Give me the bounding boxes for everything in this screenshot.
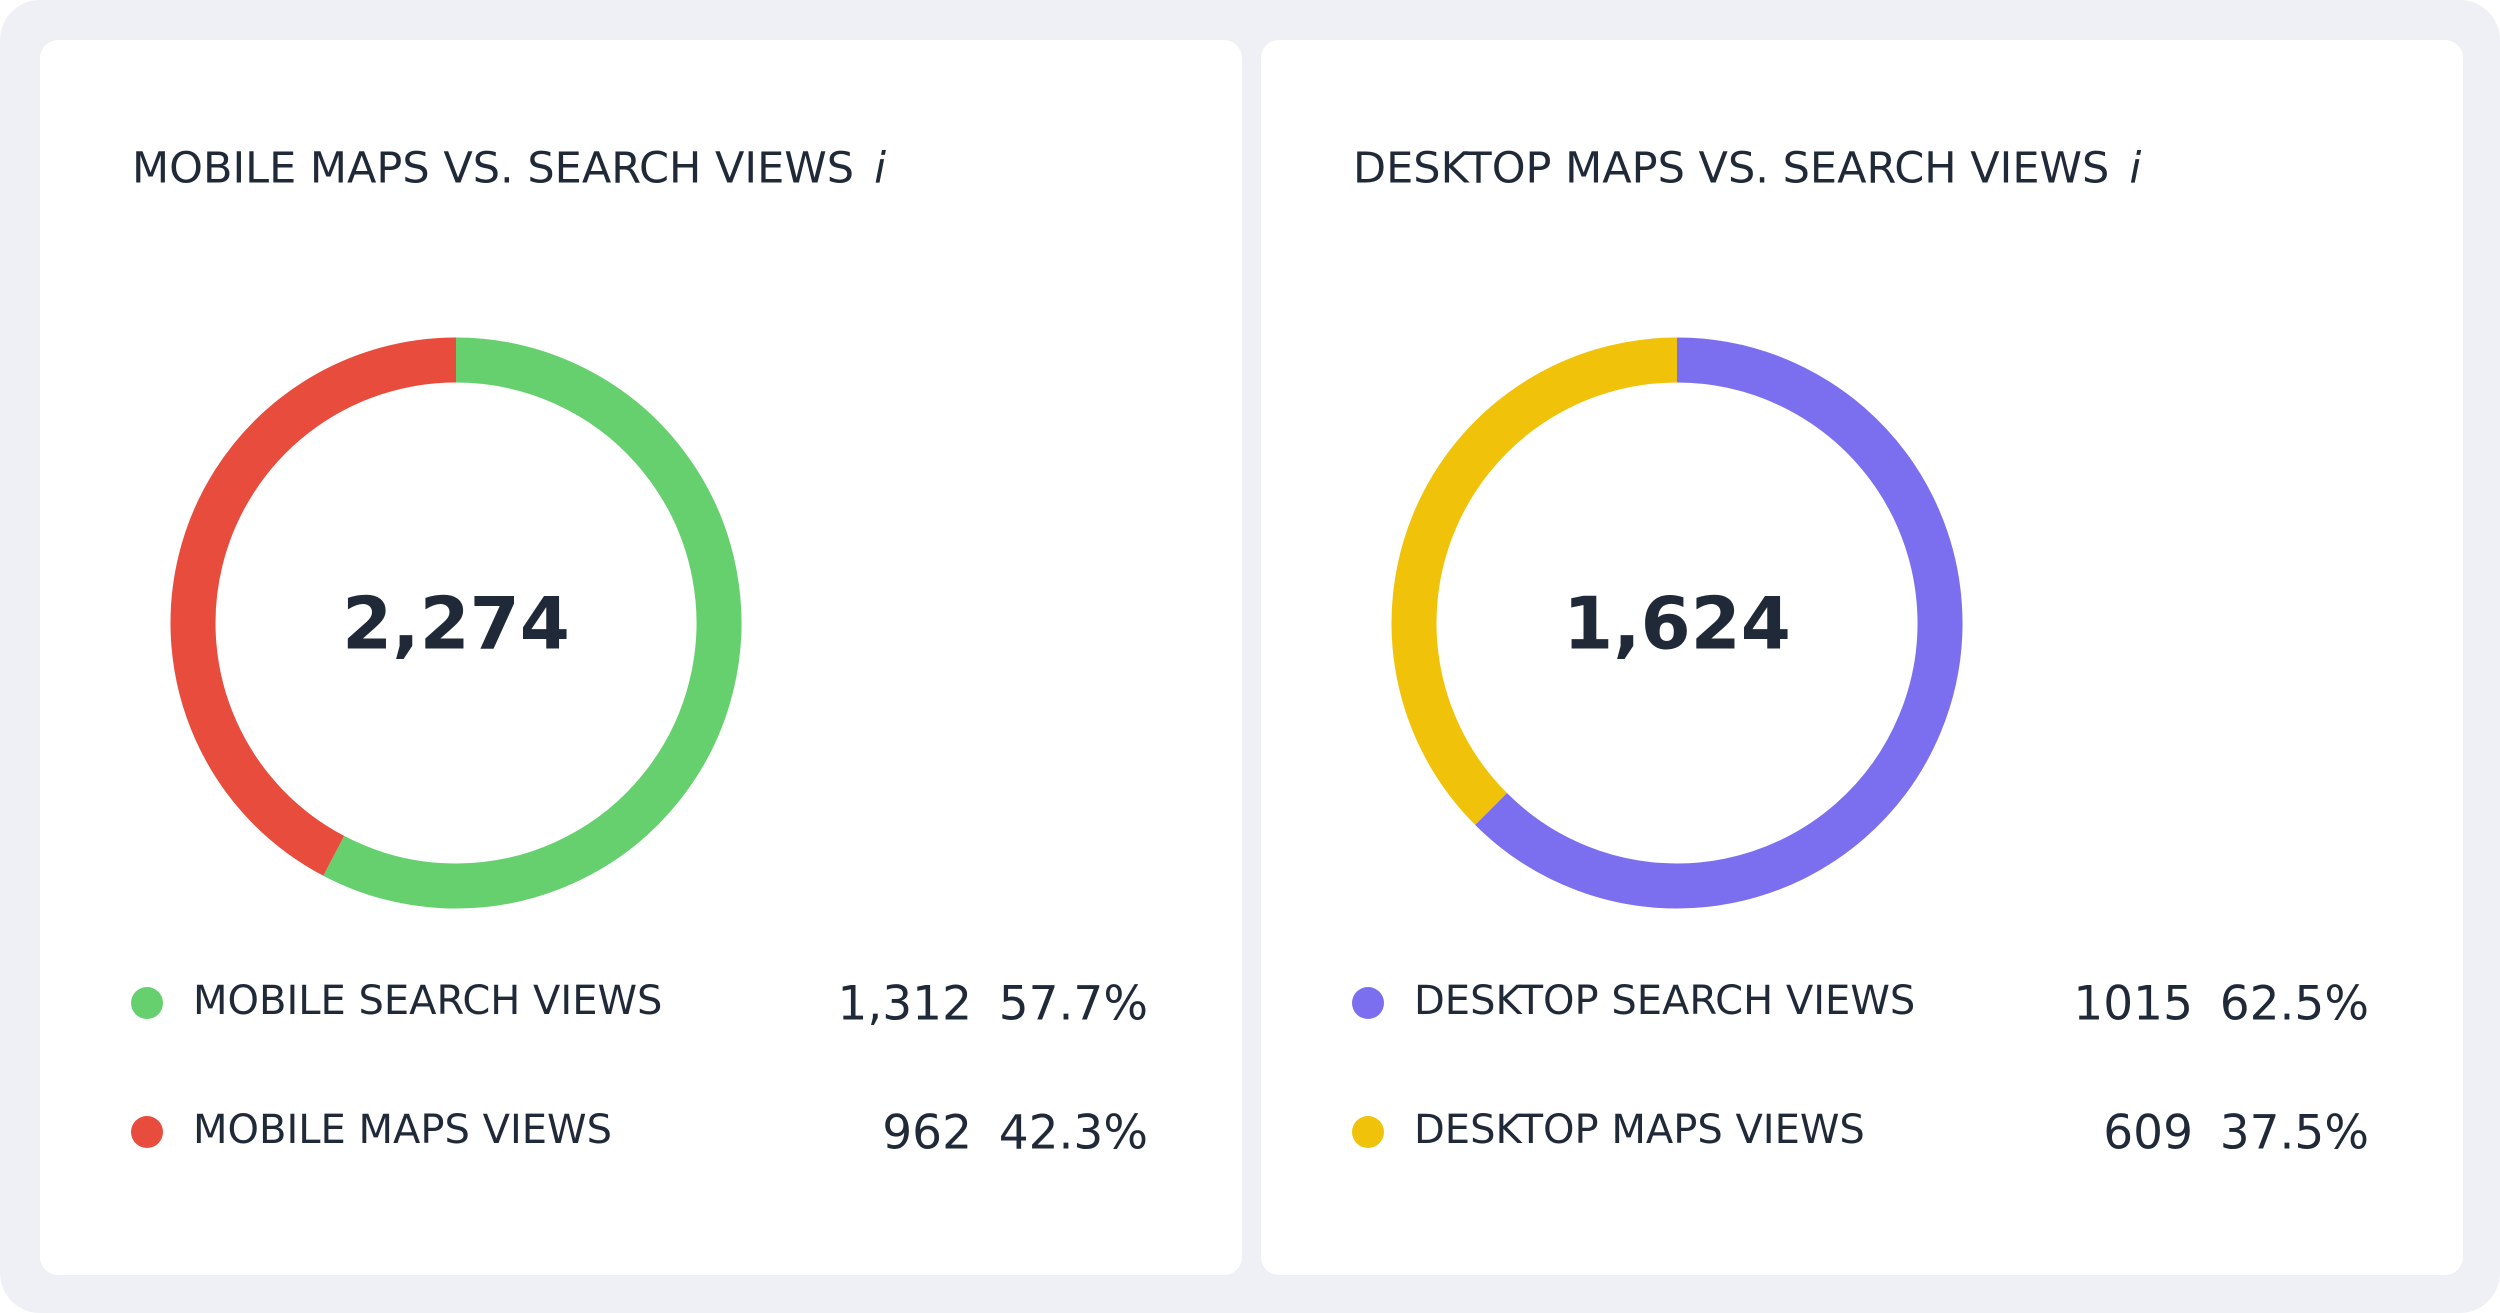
legend-dot xyxy=(1352,987,1384,1019)
value-label: 609 xyxy=(2103,1106,2193,1161)
percent-label: 37.5% xyxy=(2220,1106,2369,1161)
card-background xyxy=(1261,40,2463,1275)
donut-total: 1,624 xyxy=(1563,582,1791,666)
info-icon[interactable]: i xyxy=(2129,144,2141,194)
legend-label: MOBILE MAPS VIEWS xyxy=(193,1107,612,1153)
percent-label: 57.7% xyxy=(999,977,1148,1032)
value-label: 962 xyxy=(882,1106,972,1161)
info-icon[interactable]: i xyxy=(874,144,886,194)
donut-segment xyxy=(170,337,457,876)
percent-label: 42.3% xyxy=(999,1106,1148,1161)
legend-dot xyxy=(131,1116,163,1148)
donut-segment xyxy=(323,337,742,909)
percent-label: 62.5% xyxy=(2220,977,2369,1032)
card-title: MOBILE MAPS VS. SEARCH VIEWS xyxy=(132,144,854,194)
card-title: DESKTOP MAPS VS. SEARCH VIEWS xyxy=(1353,144,2109,194)
value-label: 1,312 xyxy=(837,977,972,1032)
donut-segment xyxy=(1391,337,1678,825)
legend-dot xyxy=(131,987,163,1019)
card: MOBILE MAPS VS. SEARCH VIEWS i 2,274 MOBILE… xyxy=(40,40,1242,1275)
card: DESKTOP MAPS VS. SEARCH VIEWS i 1,624 DESKT… xyxy=(1261,40,2463,1275)
legend-dot xyxy=(1352,1116,1384,1148)
donut-total: 2,274 xyxy=(342,582,570,666)
donut-segment xyxy=(1475,337,1963,909)
legend-label: DESKTOP SEARCH VIEWS xyxy=(1414,978,1915,1024)
legend-label: MOBILE SEARCH VIEWS xyxy=(193,978,662,1024)
card-background xyxy=(40,40,1242,1275)
value-label: 1015 xyxy=(2073,977,2193,1032)
legend-label: DESKTOP MAPS VIEWS xyxy=(1414,1107,1865,1153)
